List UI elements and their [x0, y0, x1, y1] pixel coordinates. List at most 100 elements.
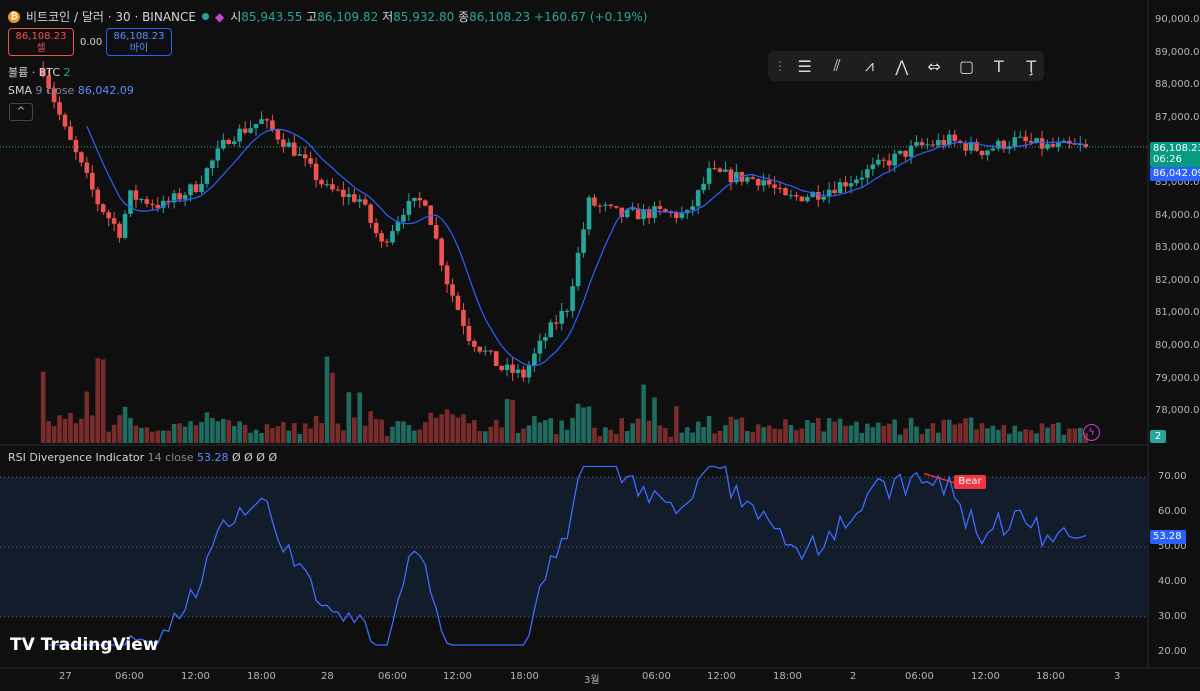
volume-bar: [903, 428, 908, 443]
tradingview-logo[interactable]: 𝗧𝗩 TradingView: [10, 635, 158, 655]
volume-bar: [946, 419, 952, 443]
candle-body: [160, 200, 166, 208]
parallel-channel-icon[interactable]: ⫽: [833, 56, 841, 75]
text-icon[interactable]: T: [994, 56, 1004, 76]
candle-body: [313, 163, 319, 180]
rsi-legend[interactable]: RSI Divergence Indicator 14 close 53.28 …: [8, 451, 277, 464]
candle-body: [717, 168, 723, 172]
rsi-legend-name: RSI Divergence Indicator: [8, 451, 145, 464]
pattern-icon[interactable]: ⩘: [864, 56, 874, 75]
sma-line: [86, 125, 1086, 367]
volume-bar: [1056, 422, 1061, 443]
candle-body: [291, 142, 297, 156]
volume-bar: [270, 428, 275, 443]
horizontal-lines-icon[interactable]: ☰: [797, 56, 812, 76]
range-icon[interactable]: ⇔: [927, 56, 941, 76]
volume-bar: [40, 371, 46, 443]
candle-body: [368, 204, 373, 223]
candle-body: [84, 162, 90, 173]
volume-bar: [657, 425, 663, 443]
candle-body: [482, 350, 488, 352]
candle-body: [510, 364, 515, 373]
volume-bar: [592, 427, 597, 443]
volume-bar: [139, 427, 144, 443]
candle-body: [1001, 140, 1007, 150]
volume-bar: [603, 427, 608, 443]
candle-body: [46, 75, 51, 89]
volume-bar: [62, 418, 68, 443]
volume-bar: [919, 434, 925, 443]
volume-bar: [750, 431, 756, 443]
candle-body: [1012, 137, 1018, 147]
candle-body: [548, 322, 554, 338]
text-anchor-icon[interactable]: Ţ: [1026, 56, 1037, 76]
volume-bar: [701, 427, 706, 443]
volume-bar: [810, 422, 816, 443]
candle-body: [777, 187, 783, 189]
time-axis-tick: 3월: [584, 675, 600, 686]
abcd-pattern-icon[interactable]: ⋀: [895, 56, 909, 76]
current-price-tag-price: 86,108.23: [1153, 143, 1200, 154]
price-axis-tick: 78,000.00: [1155, 405, 1200, 417]
sell-label: 셀: [36, 43, 46, 54]
candle-body: [592, 197, 597, 206]
candle-body: [832, 189, 837, 193]
candle-body: [919, 142, 925, 146]
drag-handle-icon[interactable]: ⋮: [774, 59, 786, 73]
volume-bar: [188, 421, 193, 443]
volume-bar: [734, 419, 739, 443]
volume-bar: [231, 425, 237, 443]
candle-body: [493, 351, 499, 366]
candle-body: [444, 265, 450, 285]
buy-button[interactable]: 86,108.23 바이: [106, 28, 172, 56]
candle-body: [1067, 140, 1072, 144]
candle-body: [379, 233, 384, 242]
time-axis-tick: 12:00: [181, 671, 210, 682]
volume-bar: [777, 429, 783, 443]
candle-body: [504, 364, 510, 371]
volume-bar: [608, 429, 614, 443]
price-axis-tick: 80,000.00: [1155, 340, 1200, 351]
time-axis-tick: 27: [59, 671, 72, 682]
sma-legend[interactable]: SMA 9 close 86,042.09: [8, 84, 134, 97]
price-axis-tick: 90,000.00: [1155, 14, 1200, 25]
time-axis-tick: 06:00: [905, 671, 934, 682]
volume-bar: [679, 432, 685, 443]
candle-body: [95, 189, 101, 205]
candle-body: [679, 213, 685, 218]
volume-bar: [908, 417, 914, 443]
candle-body: [515, 369, 521, 373]
symbol-title[interactable]: 비트코인 / 달러 · 30 · BINANCE: [26, 10, 196, 24]
diamond-icon[interactable]: ◆: [214, 9, 225, 24]
candle-body: [581, 229, 586, 253]
chevron-up-icon: ^: [16, 106, 26, 117]
volume-bar: [450, 414, 455, 443]
volume-legend[interactable]: 볼륨 · BTC 2: [8, 64, 71, 80]
candle-body: [794, 195, 799, 197]
time-axis-tick: 18:00: [510, 671, 539, 682]
collapse-legend-button[interactable]: ^: [9, 103, 33, 121]
candle-body: [106, 212, 111, 219]
volume-bar: [493, 419, 499, 443]
candle-body: [335, 189, 341, 191]
volume-bar: [395, 421, 401, 443]
candle-body: [810, 191, 816, 197]
volume-bar: [652, 397, 657, 443]
candle-body: [1083, 144, 1089, 147]
volume-bar: [772, 428, 777, 443]
volume-bar: [242, 425, 248, 443]
candle-body: [466, 326, 472, 341]
sell-button[interactable]: 86,108.23 셀: [8, 28, 74, 56]
rectangle-icon[interactable]: ▢: [959, 56, 975, 76]
candle-body: [461, 309, 466, 327]
rsi-axis-tick: 70.00: [1158, 471, 1187, 482]
lightning-icon[interactable]: ϟ: [1083, 424, 1100, 441]
volume-bar: [990, 425, 996, 443]
candle-body: [941, 140, 947, 146]
sma-legend-params: 9 close: [35, 84, 75, 97]
candle-body: [690, 206, 696, 211]
volume-bar: [985, 428, 990, 443]
volume-bar: [635, 418, 641, 443]
volume-bar: [422, 422, 428, 443]
